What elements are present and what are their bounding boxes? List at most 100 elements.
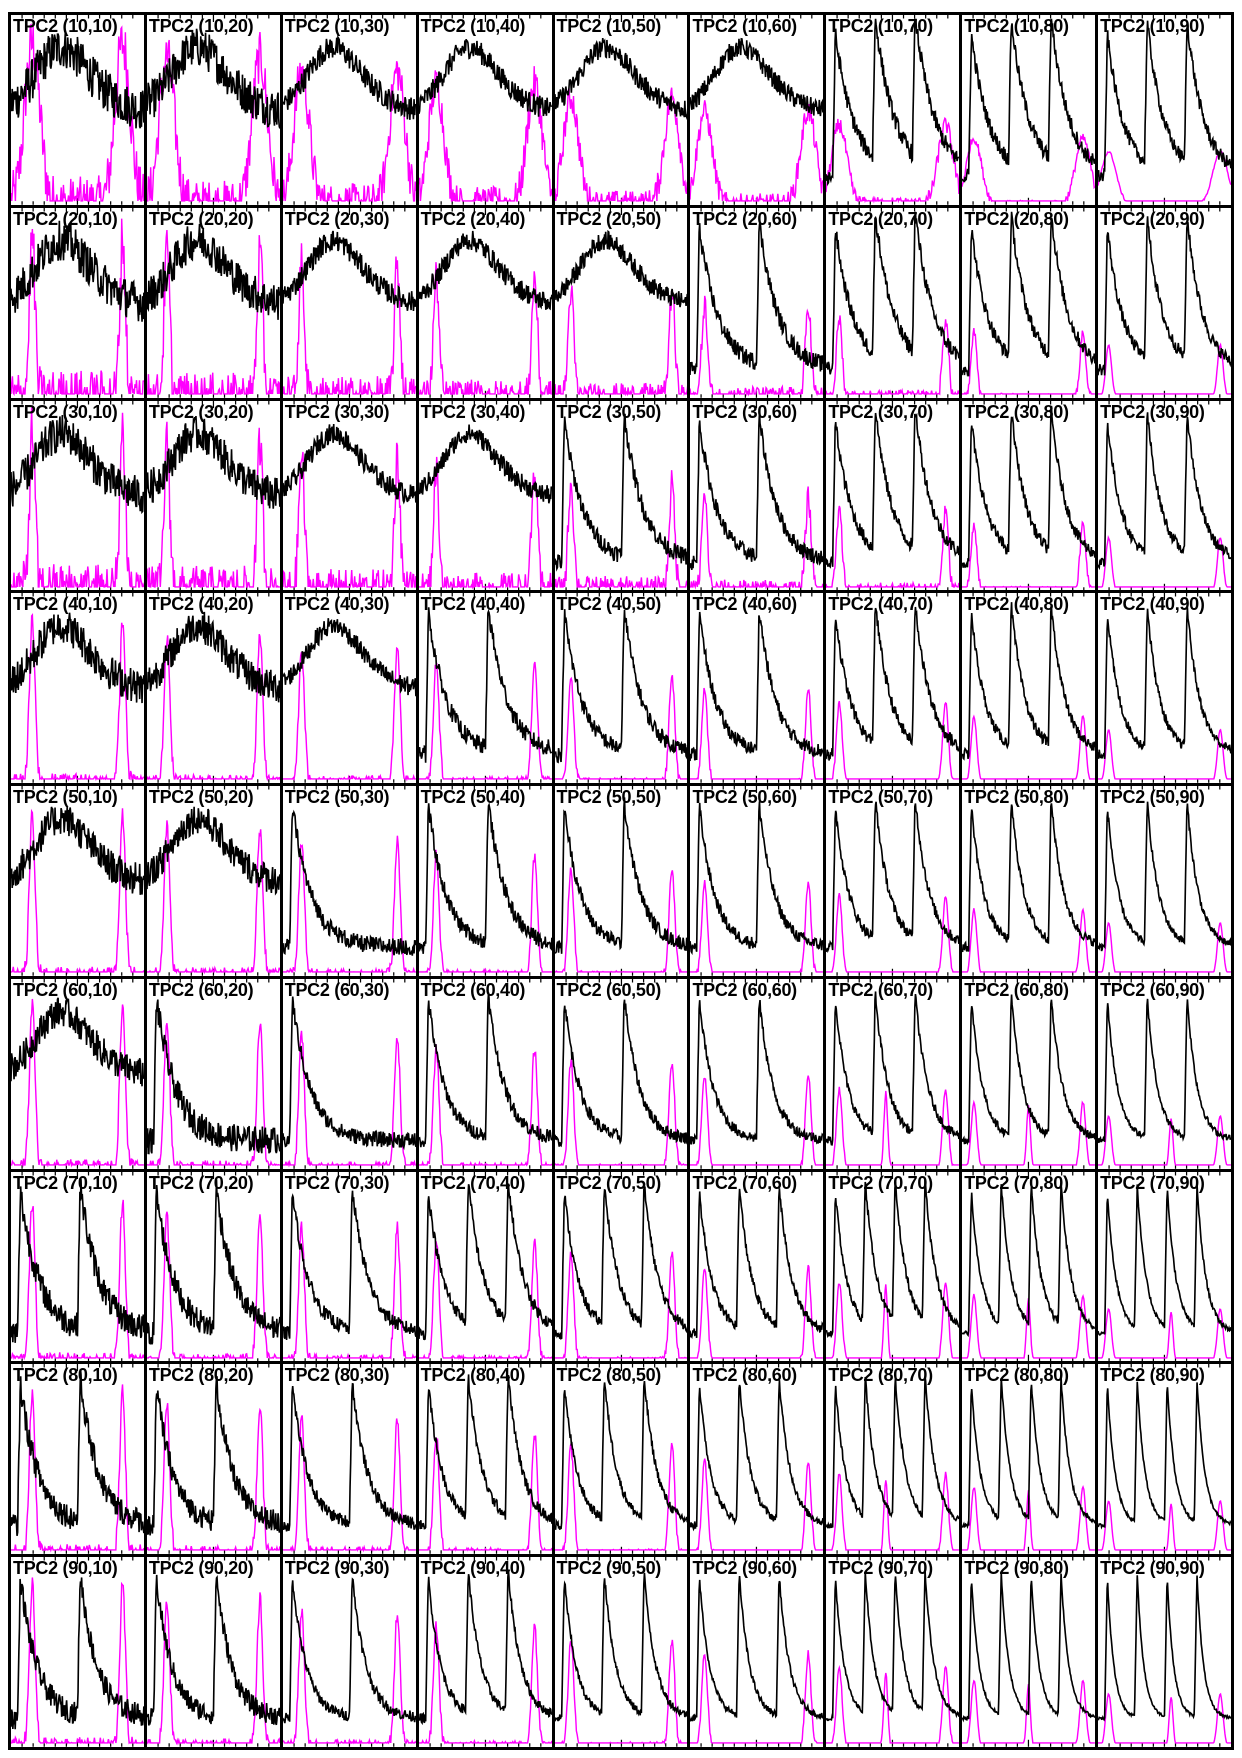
chart-panel: TPC2 (10,40) xyxy=(418,15,555,208)
panel-title: TPC2 (80,20) xyxy=(148,1365,254,1386)
panel-plot xyxy=(1098,15,1231,205)
axis-ticks xyxy=(157,978,270,1169)
axis-ticks xyxy=(1108,15,1221,205)
series-line-black xyxy=(418,1183,552,1340)
axis-ticks xyxy=(700,400,813,591)
axis-ticks xyxy=(700,1171,813,1362)
series-line-magenta xyxy=(282,647,416,782)
axis-ticks xyxy=(21,593,134,784)
chart-panel: TPC2 (90,60) xyxy=(690,1557,827,1750)
chart-panel: TPC2 (60,40) xyxy=(418,978,555,1172)
panel-plot xyxy=(146,978,280,1169)
axis-ticks xyxy=(565,207,677,398)
panel-plot xyxy=(554,15,688,205)
panel-plot xyxy=(146,207,280,398)
panel-title: TPC2 (60,50) xyxy=(556,979,662,1000)
chart-panel: TPC2 (80,60) xyxy=(690,1364,827,1558)
axis-ticks xyxy=(21,15,134,205)
series-line-magenta xyxy=(962,907,1096,973)
series-line-black xyxy=(826,801,960,954)
chart-panel: TPC2 (80,30) xyxy=(282,1364,419,1558)
chart-panel: TPC2 (50,70) xyxy=(826,786,963,979)
series-line-magenta xyxy=(554,87,688,203)
panel-plot xyxy=(962,786,1096,976)
panel-title: TPC2 (30,50) xyxy=(556,401,662,422)
panel-title: TPC2 (90,70) xyxy=(828,1558,933,1579)
series-line-black xyxy=(282,1577,416,1724)
series-line-magenta xyxy=(146,31,280,204)
series-line-magenta xyxy=(282,1221,416,1360)
panel-plot xyxy=(418,1364,552,1555)
panel-plot xyxy=(418,593,552,784)
series-line-black xyxy=(962,602,1096,762)
chart-panel: TPC2 (90,90) xyxy=(1098,1557,1234,1750)
axis-ticks xyxy=(157,593,270,784)
chart-panel: TPC2 (90,40) xyxy=(418,1557,555,1750)
series-line-black xyxy=(1098,1575,1231,1722)
axis-ticks xyxy=(1108,593,1221,784)
panel-plot xyxy=(11,1364,144,1555)
chart-panel: TPC2 (30,20) xyxy=(146,400,283,594)
panel-plot xyxy=(418,400,552,591)
panel-title: TPC2 (60,60) xyxy=(692,979,797,1000)
series-line-magenta xyxy=(690,295,824,397)
series-line-magenta xyxy=(282,442,416,589)
panel-plot xyxy=(146,1364,280,1555)
panel-title: TPC2 (20,80) xyxy=(964,208,1069,229)
panel-plot xyxy=(418,978,552,1169)
panel-title: TPC2 (70,50) xyxy=(556,1172,662,1193)
series-line-black xyxy=(962,1182,1096,1337)
panel-plot xyxy=(554,207,688,398)
chart-panel: TPC2 (60,20) xyxy=(146,978,283,1172)
series-line-magenta xyxy=(146,1022,280,1167)
series-line-magenta xyxy=(554,285,688,397)
panel-title: TPC2 (70,40) xyxy=(420,1172,526,1193)
chart-panel: TPC2 (20,10) xyxy=(11,207,147,401)
series-line-black xyxy=(1098,20,1231,182)
panel-plot xyxy=(282,207,416,398)
series-line-black xyxy=(1098,1382,1231,1531)
chart-panel: TPC2 (70,50) xyxy=(554,1171,691,1365)
chart-panel: TPC2 (20,80) xyxy=(962,207,1099,401)
panel-plot xyxy=(418,1171,552,1362)
panel-plot xyxy=(826,1557,960,1747)
panel-plot xyxy=(554,400,688,591)
chart-panel: TPC2 (20,50) xyxy=(554,207,691,401)
axis-ticks xyxy=(565,1364,677,1555)
series-line-magenta xyxy=(826,116,960,204)
series-line-black xyxy=(418,38,552,117)
panel-title: TPC2 (70,90) xyxy=(1100,1172,1205,1193)
axis-ticks xyxy=(1108,978,1221,1169)
series-line-black xyxy=(146,1575,280,1726)
series-line-magenta xyxy=(690,1264,824,1359)
axis-ticks xyxy=(972,593,1085,784)
panel-title: TPC2 (10,20) xyxy=(148,16,254,36)
panel-title: TPC2 (40,30) xyxy=(284,594,390,615)
panel-plot xyxy=(146,400,280,591)
series-line-black xyxy=(554,1185,688,1340)
chart-panel: TPC2 (90,50) xyxy=(554,1557,691,1750)
series-line-magenta xyxy=(690,485,824,590)
series-line-black xyxy=(418,992,552,1148)
series-line-magenta xyxy=(418,1621,552,1745)
axis-ticks xyxy=(565,786,677,976)
axis-ticks xyxy=(429,1557,542,1747)
series-line-magenta xyxy=(11,1199,144,1361)
series-line-black xyxy=(554,797,688,955)
axis-ticks xyxy=(21,400,134,591)
series-line-magenta xyxy=(1098,728,1231,781)
panel-title: TPC2 (40,20) xyxy=(148,594,254,615)
panel-title: TPC2 (50,50) xyxy=(556,787,662,808)
panel-title: TPC2 (50,70) xyxy=(828,787,933,808)
series-line-magenta xyxy=(418,1238,552,1360)
panel-title: TPC2 (50,60) xyxy=(692,787,797,808)
chart-panel: TPC2 (70,90) xyxy=(1098,1171,1234,1365)
chart-panel: TPC2 (60,50) xyxy=(554,978,691,1172)
panel-title: TPC2 (80,80) xyxy=(964,1365,1069,1386)
axis-ticks xyxy=(429,15,542,205)
panel-plot xyxy=(282,593,416,784)
axis-ticks xyxy=(1108,1364,1221,1555)
panel-plot xyxy=(282,400,416,591)
series-line-magenta xyxy=(282,1415,416,1553)
series-line-black xyxy=(826,607,960,761)
